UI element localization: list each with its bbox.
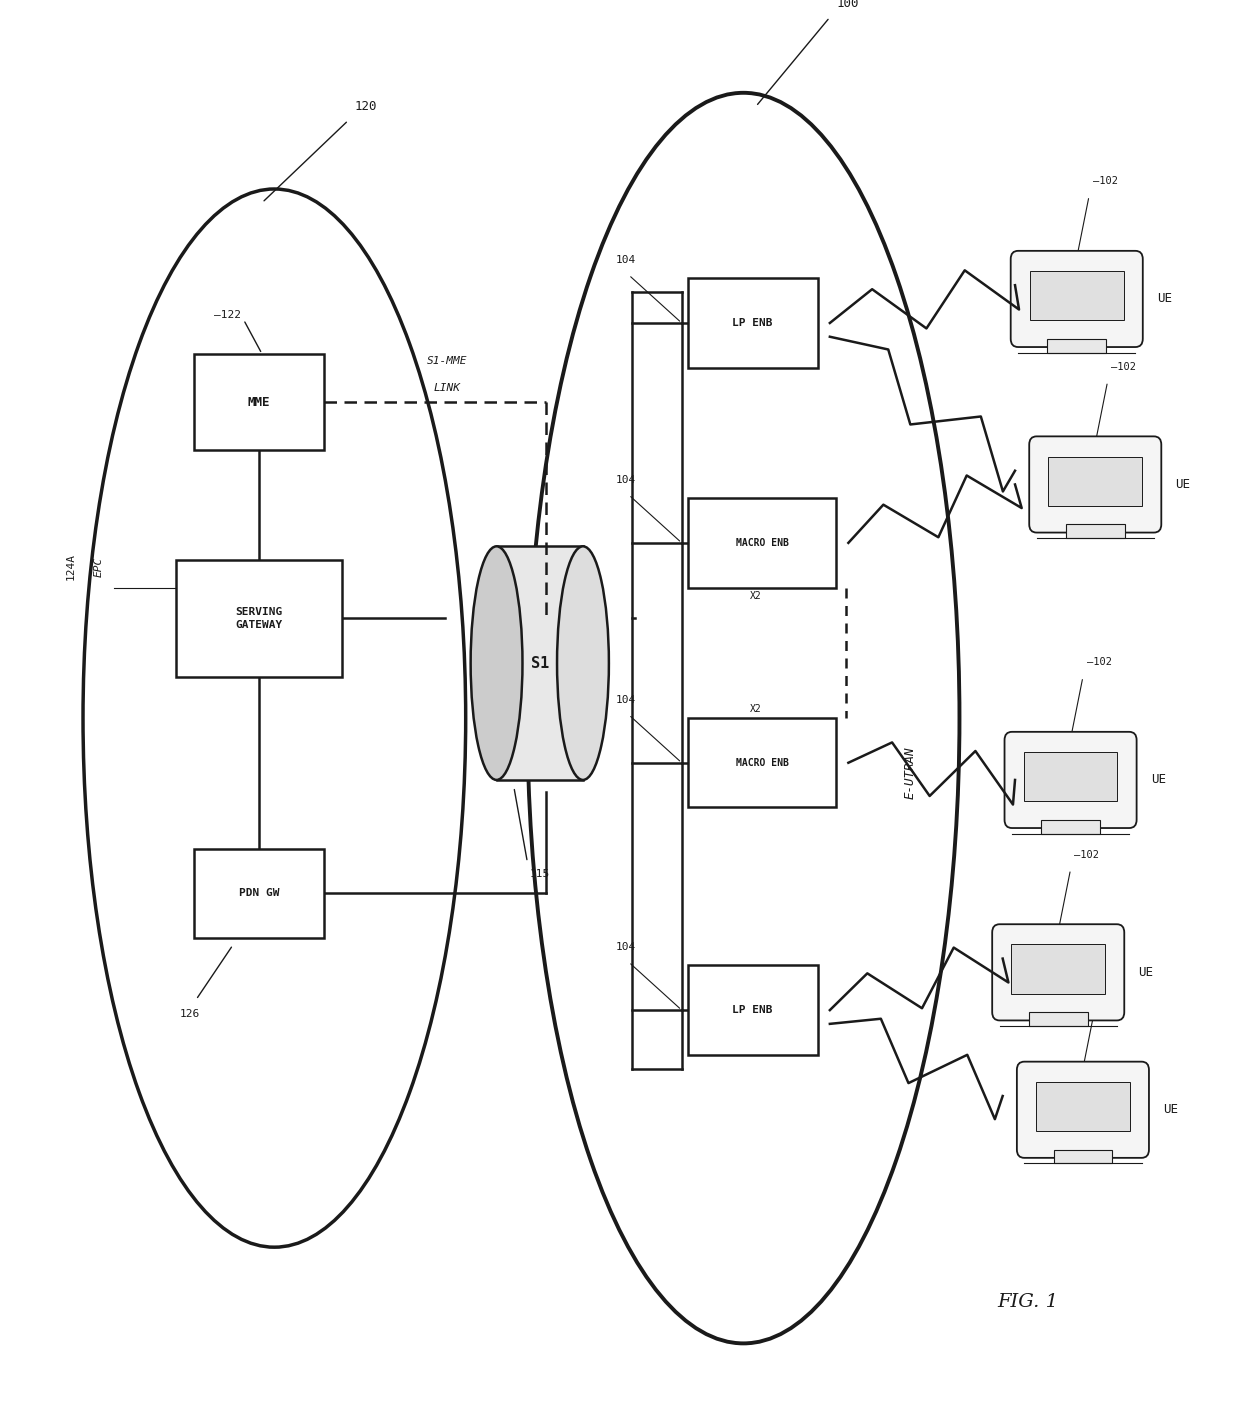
Text: 126: 126 bbox=[180, 1010, 200, 1019]
Text: UE: UE bbox=[1151, 773, 1166, 787]
FancyBboxPatch shape bbox=[1054, 1149, 1112, 1163]
FancyBboxPatch shape bbox=[176, 560, 342, 677]
FancyBboxPatch shape bbox=[496, 546, 583, 780]
FancyBboxPatch shape bbox=[195, 849, 324, 938]
Text: UE: UE bbox=[1176, 477, 1190, 491]
Text: —102: —102 bbox=[1099, 987, 1123, 997]
FancyBboxPatch shape bbox=[1048, 456, 1142, 505]
Ellipse shape bbox=[557, 546, 609, 780]
Text: E-UTRAN: E-UTRAN bbox=[904, 746, 916, 800]
FancyBboxPatch shape bbox=[1029, 1012, 1087, 1026]
Text: S1-MME: S1-MME bbox=[427, 356, 467, 366]
Text: LINK: LINK bbox=[434, 383, 461, 393]
Text: LP ENB: LP ENB bbox=[733, 1005, 773, 1015]
Text: 104: 104 bbox=[616, 255, 636, 265]
Text: X2: X2 bbox=[750, 704, 761, 714]
Text: 100: 100 bbox=[836, 0, 858, 10]
FancyBboxPatch shape bbox=[1004, 732, 1137, 828]
FancyBboxPatch shape bbox=[688, 718, 836, 807]
Text: X2: X2 bbox=[750, 591, 761, 601]
FancyBboxPatch shape bbox=[688, 498, 836, 587]
Text: FIG. 1: FIG. 1 bbox=[997, 1293, 1058, 1311]
Text: —122: —122 bbox=[215, 310, 241, 321]
FancyBboxPatch shape bbox=[1017, 1062, 1149, 1157]
Text: —102: —102 bbox=[1074, 849, 1100, 860]
FancyBboxPatch shape bbox=[195, 353, 324, 451]
Text: EPC: EPC bbox=[94, 556, 104, 577]
FancyBboxPatch shape bbox=[1035, 1081, 1130, 1131]
Text: —102: —102 bbox=[1092, 176, 1117, 186]
FancyBboxPatch shape bbox=[992, 924, 1125, 1021]
FancyBboxPatch shape bbox=[1030, 272, 1123, 321]
FancyBboxPatch shape bbox=[1011, 251, 1143, 346]
FancyBboxPatch shape bbox=[1029, 436, 1162, 532]
Text: MACRO ENB: MACRO ENB bbox=[735, 538, 789, 548]
Text: MACRO ENB: MACRO ENB bbox=[735, 758, 789, 767]
Text: 104: 104 bbox=[616, 474, 636, 486]
FancyBboxPatch shape bbox=[1012, 945, 1105, 994]
FancyBboxPatch shape bbox=[1066, 524, 1125, 538]
Text: 104: 104 bbox=[616, 942, 636, 952]
Text: 120: 120 bbox=[355, 100, 377, 113]
FancyBboxPatch shape bbox=[1024, 752, 1117, 801]
Text: —102: —102 bbox=[1111, 362, 1136, 372]
Text: SERVING
GATEWAY: SERVING GATEWAY bbox=[236, 607, 283, 629]
FancyBboxPatch shape bbox=[688, 966, 817, 1055]
Text: UE: UE bbox=[1157, 293, 1172, 306]
FancyBboxPatch shape bbox=[688, 279, 817, 367]
Text: MME: MME bbox=[248, 396, 270, 408]
Text: S1: S1 bbox=[531, 656, 549, 670]
FancyBboxPatch shape bbox=[1042, 819, 1100, 834]
Text: 115: 115 bbox=[529, 869, 549, 879]
Text: 124A: 124A bbox=[66, 553, 76, 580]
Text: LP ENB: LP ENB bbox=[733, 318, 773, 328]
FancyBboxPatch shape bbox=[1048, 339, 1106, 352]
Text: UE: UE bbox=[1138, 966, 1153, 979]
Ellipse shape bbox=[471, 546, 522, 780]
Text: UE: UE bbox=[1163, 1104, 1178, 1117]
Text: 104: 104 bbox=[616, 696, 636, 705]
Text: PDN GW: PDN GW bbox=[238, 888, 279, 898]
Text: —102: —102 bbox=[1086, 658, 1111, 667]
